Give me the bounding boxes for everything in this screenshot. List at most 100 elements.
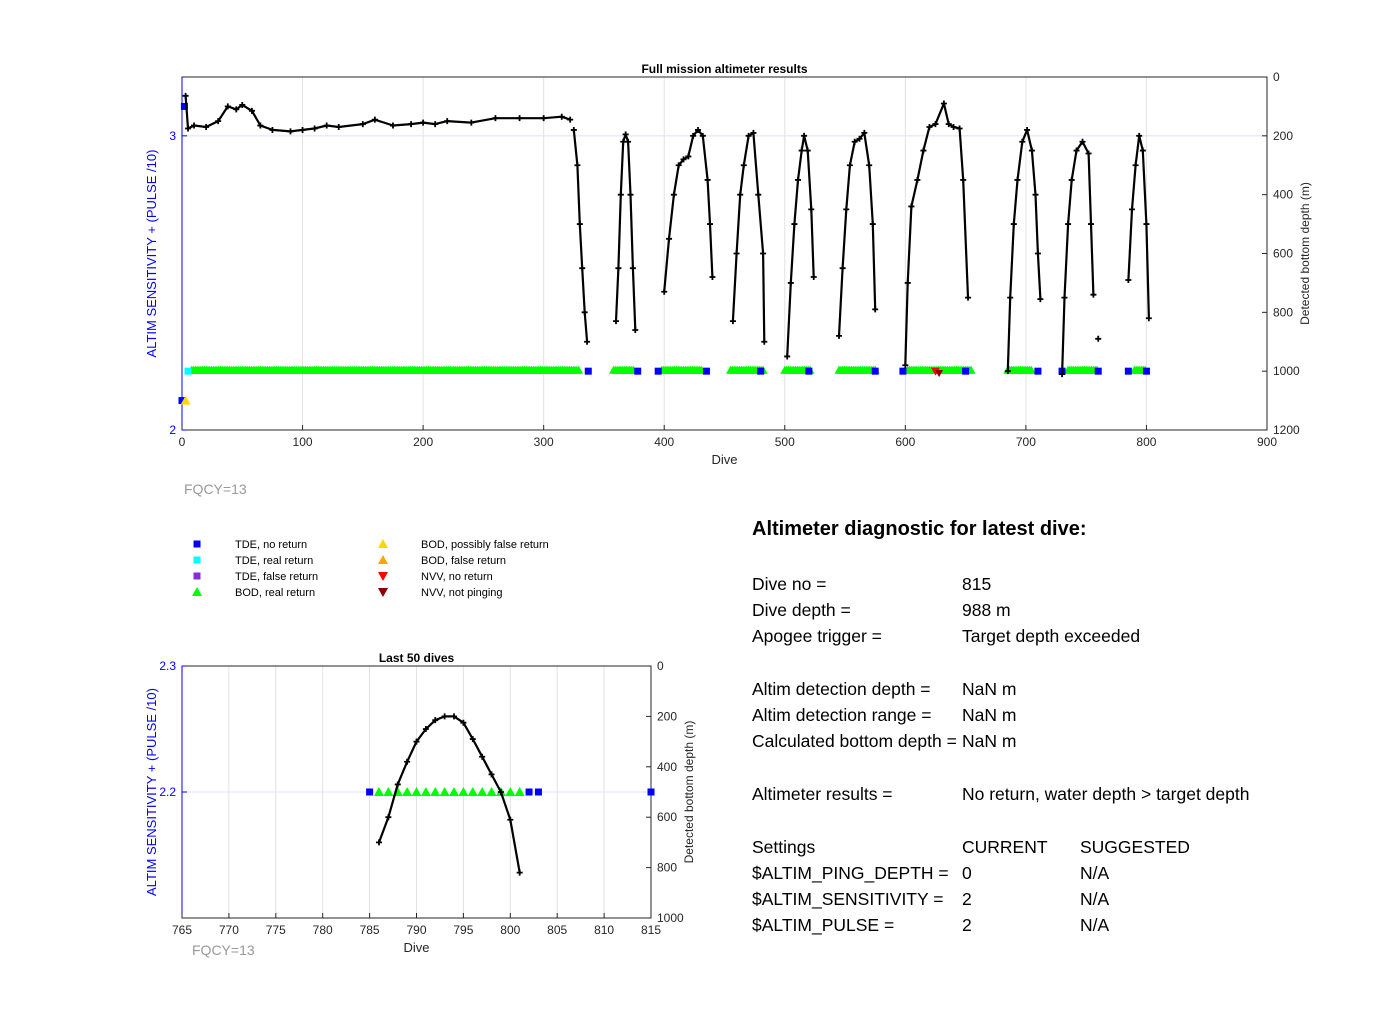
depth-point-marker <box>661 288 668 295</box>
legend-label: TDE, false return <box>235 571 318 583</box>
depth-series-line <box>1006 128 1042 372</box>
ping-depth-label: $ALTIM_PING_DEPTH = <box>752 863 949 883</box>
depth-point-marker <box>733 250 740 257</box>
y-right-tick-label: 400 <box>657 760 677 774</box>
depth-point-marker <box>613 318 619 325</box>
depth-point-marker <box>444 118 451 125</box>
y-left-tick-label: 2 <box>169 423 176 437</box>
depth-series-line <box>184 95 571 133</box>
depth-point-marker <box>1007 294 1014 301</box>
full-mission-chart: 0 100 200 300 400 500 600 700 800 900 2 3 0 200 400 600… <box>144 62 1312 467</box>
depth-point-marker <box>808 206 815 213</box>
y-left-tick-label: 3 <box>169 129 176 143</box>
altim-detection-depth-value: NaN m <box>962 679 1017 699</box>
depth-point-marker <box>540 115 547 122</box>
depth-point-marker <box>359 121 366 128</box>
depth-series-line <box>731 131 766 342</box>
depth-point-marker <box>956 125 963 132</box>
legend: TDE, no return TDE, real return TDE, false… <box>192 539 549 599</box>
depth-point-marker <box>1085 150 1092 157</box>
depth-point-marker <box>615 265 622 272</box>
legend-label: NVV, no return <box>421 571 493 583</box>
depth-point-marker <box>371 116 378 123</box>
depth-point-marker <box>861 129 868 136</box>
depth-point-marker <box>1068 176 1075 183</box>
depth-point-marker <box>926 124 933 131</box>
y-right-tick-label: 200 <box>1273 129 1293 143</box>
bod-real-return-marker <box>1026 365 1036 374</box>
depth-point-marker <box>627 191 634 198</box>
x-tick-label: 500 <box>775 435 795 449</box>
depth-point-marker <box>413 738 420 745</box>
tde-no-return-marker <box>702 367 710 375</box>
y-right-tick-label: 400 <box>1273 188 1293 202</box>
y-right-tick-label: 0 <box>1273 70 1280 84</box>
y-left-tick-label: 2.2 <box>159 785 176 799</box>
x-tick-label: 100 <box>293 435 313 449</box>
depth-point-marker <box>760 250 767 257</box>
depth-point-marker <box>1090 291 1097 298</box>
altim-detection-depth-label: Altim detection depth = <box>752 679 931 699</box>
legend-item: TDE, real return <box>193 555 313 567</box>
depth-point-marker <box>904 279 911 286</box>
x-tick-label: 300 <box>534 435 554 449</box>
y-right-tick-label: 1200 <box>1273 423 1300 437</box>
depth-point-marker <box>479 753 486 760</box>
pulse-suggested: N/A <box>1080 915 1110 935</box>
bod-real-return-marker <box>449 787 460 796</box>
x-tick-label: 815 <box>641 923 661 937</box>
depth-point-marker <box>1037 296 1044 303</box>
legend-label: NVV, not pinging <box>421 587 503 599</box>
y-left-axis-label: ALTIM SENSITIVITY + (PULSE /10) <box>144 688 159 896</box>
y-right-tick-label: 600 <box>1273 247 1293 261</box>
bod-real-return-marker <box>486 787 497 796</box>
depth-point-marker <box>704 176 711 183</box>
depth-series-line <box>572 129 589 342</box>
x-tick-label: 770 <box>219 923 239 937</box>
depth-point-marker <box>666 235 673 242</box>
depth-point-marker <box>1079 138 1086 145</box>
depth-point-marker <box>1095 335 1102 342</box>
depth-point-marker <box>492 115 499 122</box>
depth-point-marker <box>182 92 189 99</box>
y-right-tick-label: 800 <box>1273 305 1293 319</box>
tde-no-return-marker <box>899 367 907 375</box>
depth-point-marker <box>584 338 591 345</box>
dive-no-label: Dive no = <box>752 574 827 594</box>
nvv-not-pinging-marker <box>935 369 944 378</box>
depth-point-marker <box>1128 206 1135 213</box>
depth-point-marker <box>488 771 495 778</box>
y-right-tick-label: 0 <box>657 659 664 673</box>
depth-point-marker <box>851 138 858 145</box>
depth-point-marker <box>1032 191 1039 198</box>
tde-no-return-marker <box>805 367 813 375</box>
depth-point-marker <box>839 265 846 272</box>
depth-point-marker <box>1145 315 1152 322</box>
y-right-tick-label: 200 <box>657 709 677 723</box>
depth-series-line <box>786 134 815 357</box>
x-tick-label: 600 <box>895 435 915 449</box>
depth-series-line <box>663 128 714 292</box>
legend-label: BOD, false return <box>421 555 506 567</box>
depth-point-marker <box>914 176 921 183</box>
depth-point-marker <box>787 279 794 286</box>
tde-no-return-marker <box>178 397 186 405</box>
x-tick-label: 775 <box>266 923 286 937</box>
tde-no-return-marker <box>1034 367 1042 375</box>
depth-point-marker <box>1125 276 1132 283</box>
depth-point-marker <box>1073 147 1080 154</box>
y-left-tick-label: 2.3 <box>159 659 176 673</box>
depth-point-marker <box>950 124 957 131</box>
x-tick-label: 785 <box>360 923 380 937</box>
bod-real-return-marker <box>477 787 488 796</box>
depth-point-marker <box>323 122 330 129</box>
depth-point-marker <box>1028 147 1035 154</box>
depth-point-marker <box>908 203 915 210</box>
depth-point-marker <box>750 129 757 136</box>
legend-square-icon <box>193 556 201 564</box>
depth-point-marker <box>869 221 876 228</box>
depth-point-marker <box>690 132 697 139</box>
tde-no-return-marker <box>525 788 533 796</box>
depth-point-marker <box>694 126 701 133</box>
depth-point-marker <box>420 119 427 126</box>
